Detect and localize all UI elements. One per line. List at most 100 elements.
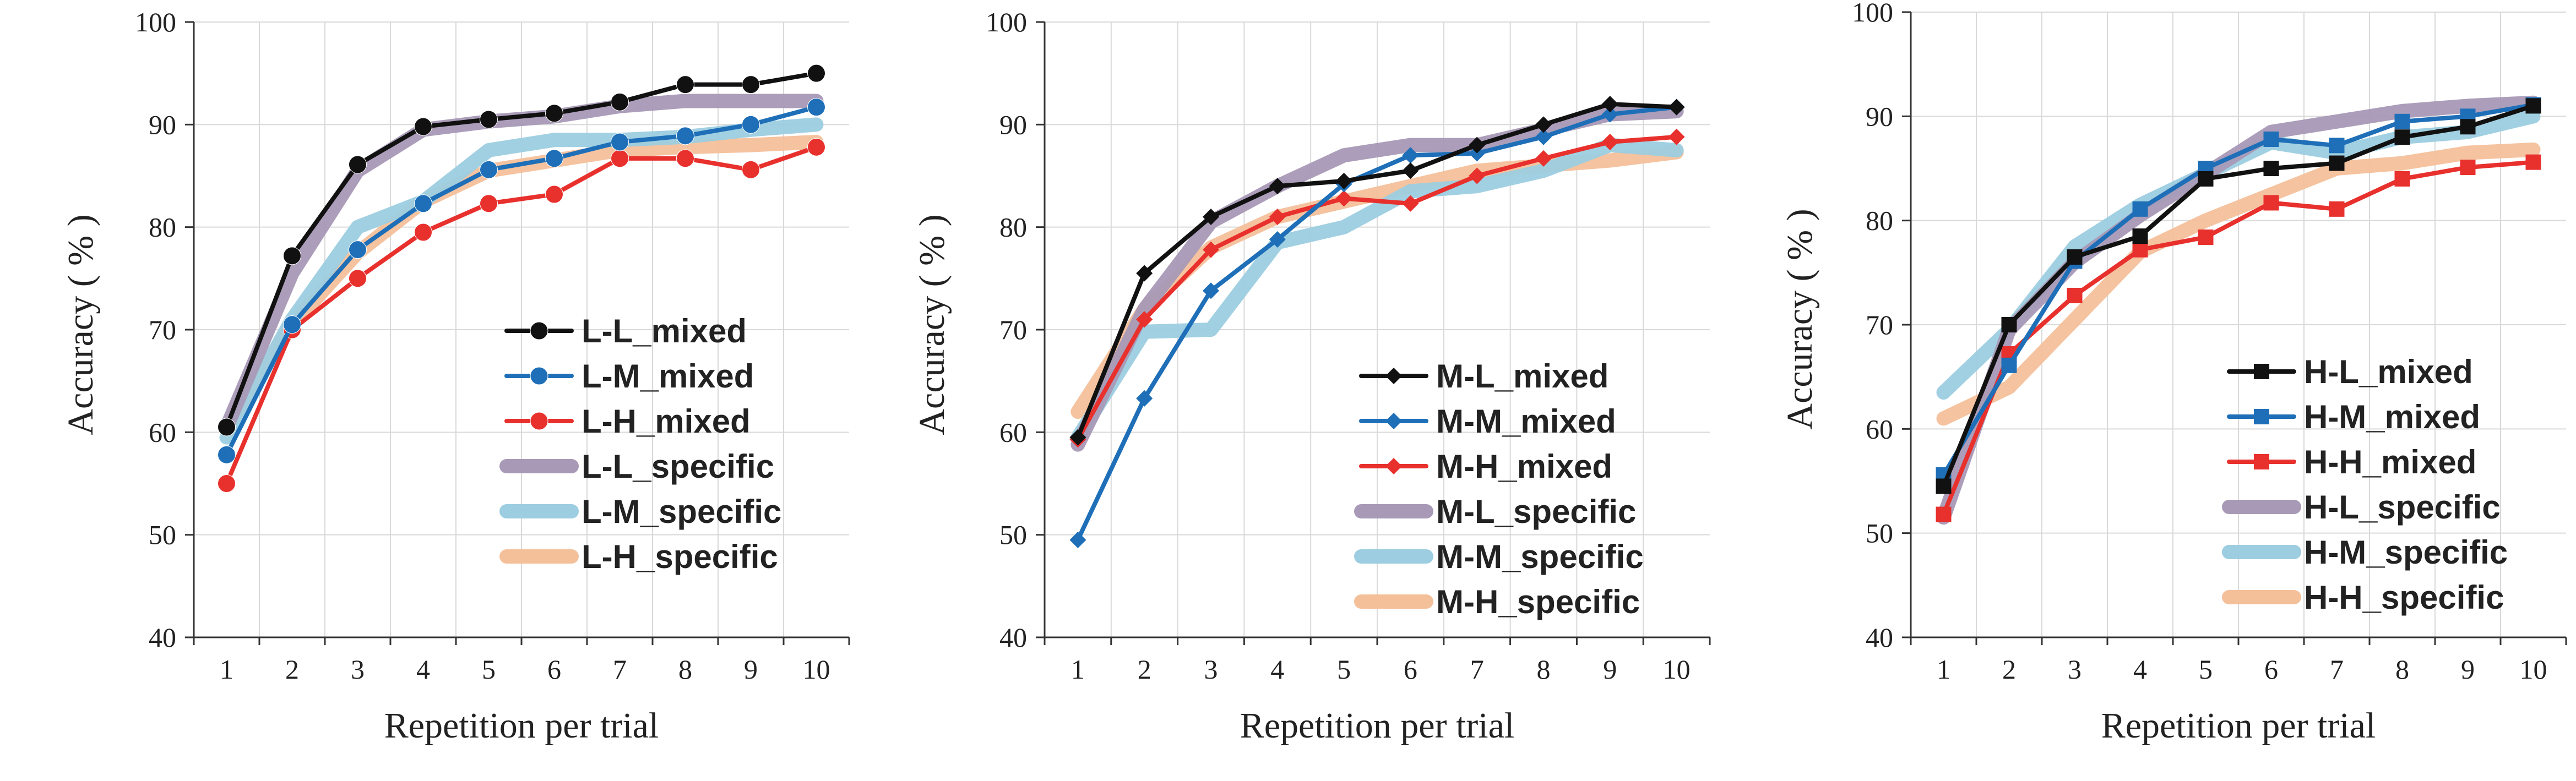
x-tick-label: 8 [1537,654,1551,685]
y-tick-label: 50 [1866,518,1893,549]
data-point-h-l-mixed [2198,171,2214,187]
legend-label-l-m-mixed: L-M_mixed [581,358,754,395]
data-point-m-h-mixed [1668,128,1685,145]
data-point-l-h-mixed [807,138,825,156]
data-point-l-l-mixed [742,75,760,94]
series-l-l-specific [219,94,824,435]
data-point-l-m-mixed [742,115,760,134]
data-point-l-l-mixed [349,155,367,174]
data-point-h-h-mixed [2329,201,2345,217]
data-point-h-m-mixed [2132,201,2148,217]
legend-item-m-h-specific: M-H_specific [1354,583,1640,620]
data-point-l-h-mixed [742,160,760,179]
x-tick-label: 6 [2264,654,2278,685]
y-tick-label: 40 [999,622,1027,653]
data-point-h-l-mixed [2460,119,2476,135]
series-line-m-h-mixed [1075,134,1679,442]
x-tick-label: 8 [678,654,692,685]
legend-marker-m-l-mixed [1385,368,1402,384]
legend-item-h-l-mixed: H-L_mixed [2227,353,2473,390]
data-point-m-l-mixed [1203,209,1219,226]
legend-label-h-h-specific: H-H_specific [2304,579,2504,616]
data-point-l-m-mixed [349,241,367,259]
legend-label-l-l-mixed: L-L_mixed [581,313,747,349]
series-l-h-mixed [218,138,825,493]
legend-item-l-h-specific: L-H_specific [499,538,778,575]
data-point-m-l-mixed [1668,99,1685,116]
series-line-m-l-mixed [1075,102,1679,440]
data-point-l-h-mixed [545,185,563,204]
x-tick-label: 7 [1470,654,1484,685]
data-point-l-l-mixed [414,117,432,136]
legend-item-m-l-specific: M-L_specific [1354,493,1636,530]
x-tick-label: 6 [547,654,561,685]
y-tick-label: 60 [999,417,1027,447]
x-tick-label: 4 [1270,654,1284,685]
y-tick-label: 70 [1866,309,1893,340]
data-point-l-l-mixed [676,75,694,94]
legend-item-h-l-specific: H-L_specific [2222,489,2501,526]
x-tick-label: 3 [1204,654,1218,685]
x-tick-label: 4 [2133,654,2147,685]
data-point-h-l-mixed [2132,228,2148,244]
legend-marker-m-h-mixed [1385,458,1402,474]
data-point-m-h-mixed [1203,241,1219,258]
data-point-h-h-mixed [2132,242,2148,258]
legend-marker-l-m-mixed [530,367,548,385]
legend: H-L_mixed H-M_mixed H-H_mixed H-L_specific H… [2222,353,2508,616]
y-tick-label: 80 [149,212,176,243]
series-line-l-l-mixed [224,71,819,430]
legend-item-h-h-specific: H-H_specific [2222,579,2504,616]
y-tick-label: 60 [149,417,176,447]
legend-item-l-m-specific: L-M_specific [499,493,781,530]
x-tick-label: 9 [2461,654,2475,685]
x-tick-label: 7 [2330,654,2344,685]
legend-label-m-l-mixed: M-L_mixed [1436,358,1608,395]
y-axis-title: Accuracy ( % ) [912,214,952,435]
series-line-h-m-mixed [1941,102,2536,477]
data-point-l-m-mixed [283,315,301,334]
legend-marker-h-l-mixed [2254,364,2269,379]
data-point-l-h-mixed [611,149,629,168]
data-point-m-l-mixed [1136,265,1153,282]
x-tick-label: 10 [1663,654,1691,685]
series-line-m-l-specific [1070,104,1684,452]
data-point-l-m-mixed [545,149,563,168]
series-l-m-specific [219,117,824,445]
data-point-l-h-mixed [480,194,498,213]
series-m-l-mixed [1069,96,1685,446]
x-tick-label: 2 [2002,654,2016,685]
legend-label-l-l-specific: L-L_specific [581,448,774,485]
legend: L-L_mixed L-M_mixed L-H_mixed L-L_specific L… [499,313,781,575]
x-tick-label: 10 [803,654,830,685]
legend: M-L_mixed M-M_mixed M-H_mixed M-L_specific M… [1354,358,1644,620]
legend-item-m-h-mixed: M-H_mixed [1359,448,1612,485]
x-tick-label: 2 [285,654,299,685]
data-point-m-m-mixed [1535,128,1552,145]
x-axis-title: Repetition per trial [1240,706,1515,746]
series-line-l-h-mixed [224,145,819,486]
data-point-h-m-mixed [2329,138,2345,154]
y-tick-label: 70 [149,314,176,345]
x-tick-label: 10 [2520,654,2547,685]
data-point-m-m-mixed [1269,231,1286,248]
series-line-l-l-specific [219,94,824,435]
data-point-h-m-mixed [2001,357,2017,373]
legend-item-m-m-specific: M-M_specific [1354,538,1644,575]
data-point-h-h-mixed [2067,287,2083,303]
x-tick-label: 4 [416,654,430,685]
data-point-h-h-mixed [2263,195,2279,211]
legend-label-m-m-mixed: M-M_mixed [1436,403,1616,440]
y-tick-label: 100 [135,7,176,37]
y-tick-label: 100 [986,7,1027,37]
legend-marker-l-l-mixed [530,321,548,340]
data-point-h-h-mixed [1936,506,1952,522]
data-point-m-h-mixed [1269,209,1286,226]
data-point-l-h-mixed [349,269,367,288]
x-tick-label: 1 [220,654,233,685]
data-point-l-l-mixed [480,110,498,129]
series-l-m-mixed [218,98,825,464]
data-point-h-l-mixed [2067,249,2083,265]
x-tick-label: 8 [2395,654,2409,685]
data-point-l-h-mixed [676,149,694,168]
